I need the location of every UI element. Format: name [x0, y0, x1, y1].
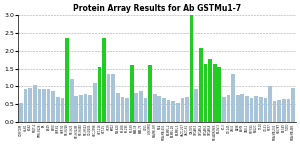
Bar [273, 101, 277, 122]
Bar [70, 79, 74, 122]
Bar [79, 95, 83, 122]
Bar [74, 96, 78, 122]
Bar [125, 98, 129, 122]
Bar [231, 74, 235, 122]
Bar [153, 94, 157, 122]
Bar [148, 65, 152, 122]
Bar [176, 103, 180, 122]
Bar [33, 85, 37, 122]
Bar [194, 89, 198, 122]
Bar [236, 95, 240, 122]
Bar [268, 86, 272, 122]
Bar [121, 97, 124, 122]
Bar [61, 98, 64, 122]
Bar [111, 74, 115, 122]
Bar [259, 97, 262, 122]
Bar [102, 38, 106, 122]
Bar [167, 100, 170, 122]
Bar [171, 101, 175, 122]
Bar [291, 88, 295, 122]
Bar [38, 89, 41, 122]
Bar [134, 93, 138, 122]
Bar [130, 65, 134, 122]
Bar [245, 96, 249, 122]
Bar [24, 89, 27, 122]
Bar [222, 97, 226, 122]
Bar [42, 89, 46, 122]
Bar [199, 48, 203, 122]
Bar [282, 99, 286, 122]
Bar [278, 100, 281, 122]
Bar [190, 15, 194, 122]
Bar [98, 67, 101, 122]
Bar [181, 98, 184, 122]
Bar [286, 99, 290, 122]
Bar [241, 94, 244, 122]
Bar [204, 64, 207, 122]
Bar [218, 67, 221, 122]
Bar [144, 98, 147, 122]
Bar [185, 97, 189, 122]
Bar [56, 97, 60, 122]
Bar [65, 38, 69, 122]
Bar [227, 95, 230, 122]
Bar [116, 93, 120, 122]
Title: Protein Array Results for Ab GSTMu1-7: Protein Array Results for Ab GSTMu1-7 [73, 4, 241, 13]
Bar [158, 96, 161, 122]
Bar [162, 98, 166, 122]
Bar [213, 64, 217, 122]
Bar [254, 96, 258, 122]
Bar [88, 95, 92, 122]
Bar [250, 98, 254, 122]
Bar [93, 83, 97, 122]
Bar [28, 88, 32, 122]
Bar [47, 89, 50, 122]
Bar [208, 59, 212, 122]
Bar [19, 103, 23, 122]
Bar [139, 91, 143, 122]
Bar [84, 94, 87, 122]
Bar [51, 91, 55, 122]
Bar [264, 98, 267, 122]
Bar [107, 74, 110, 122]
